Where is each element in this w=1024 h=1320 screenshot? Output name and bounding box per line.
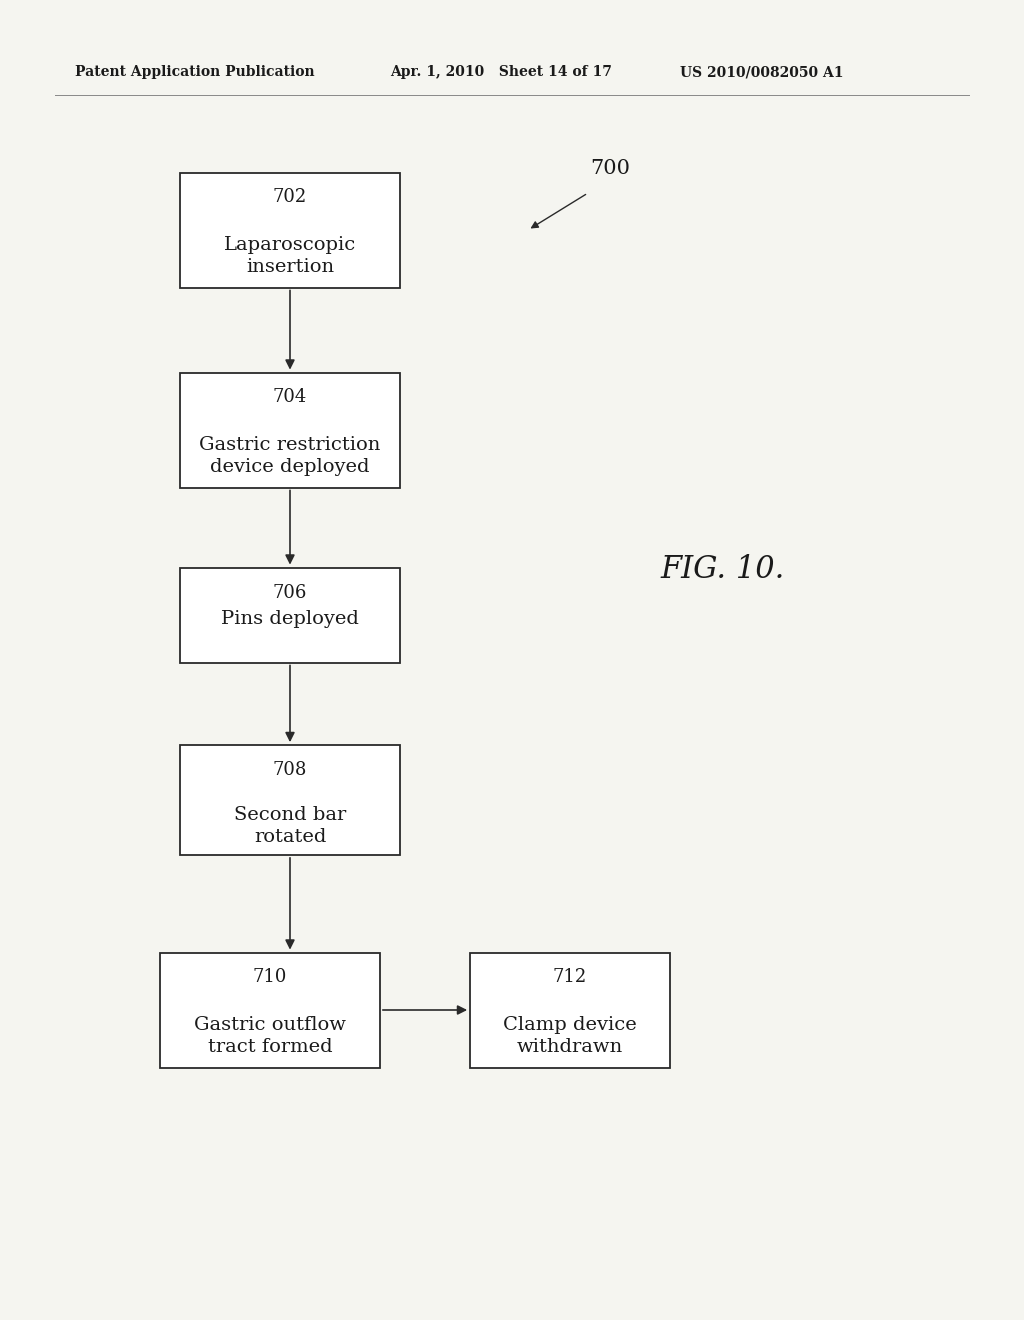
Text: 708: 708 (272, 762, 307, 779)
FancyBboxPatch shape (470, 953, 670, 1068)
Text: 710: 710 (253, 969, 287, 986)
FancyBboxPatch shape (180, 744, 400, 855)
Text: Gastric outflow: Gastric outflow (194, 1016, 346, 1034)
Text: Gastric restriction: Gastric restriction (200, 436, 381, 454)
Text: Apr. 1, 2010   Sheet 14 of 17: Apr. 1, 2010 Sheet 14 of 17 (390, 65, 612, 79)
Text: 700: 700 (590, 158, 630, 177)
Text: FIG. 10.: FIG. 10. (660, 554, 784, 586)
Text: 702: 702 (272, 189, 307, 206)
Text: US 2010/0082050 A1: US 2010/0082050 A1 (680, 65, 844, 79)
Text: rotated: rotated (254, 828, 327, 846)
Text: 706: 706 (272, 583, 307, 602)
Text: insertion: insertion (246, 257, 334, 276)
FancyBboxPatch shape (160, 953, 380, 1068)
Text: Second bar: Second bar (233, 807, 346, 824)
Text: tract formed: tract formed (208, 1038, 333, 1056)
Text: 704: 704 (272, 388, 307, 407)
FancyBboxPatch shape (180, 372, 400, 487)
FancyBboxPatch shape (180, 568, 400, 663)
Text: Laparoscopic: Laparoscopic (224, 236, 356, 253)
Text: 712: 712 (553, 969, 587, 986)
Text: Patent Application Publication: Patent Application Publication (75, 65, 314, 79)
Text: device deployed: device deployed (210, 458, 370, 477)
FancyBboxPatch shape (180, 173, 400, 288)
Text: Pins deployed: Pins deployed (221, 610, 359, 628)
Text: Clamp device: Clamp device (503, 1016, 637, 1034)
Text: withdrawn: withdrawn (517, 1038, 624, 1056)
